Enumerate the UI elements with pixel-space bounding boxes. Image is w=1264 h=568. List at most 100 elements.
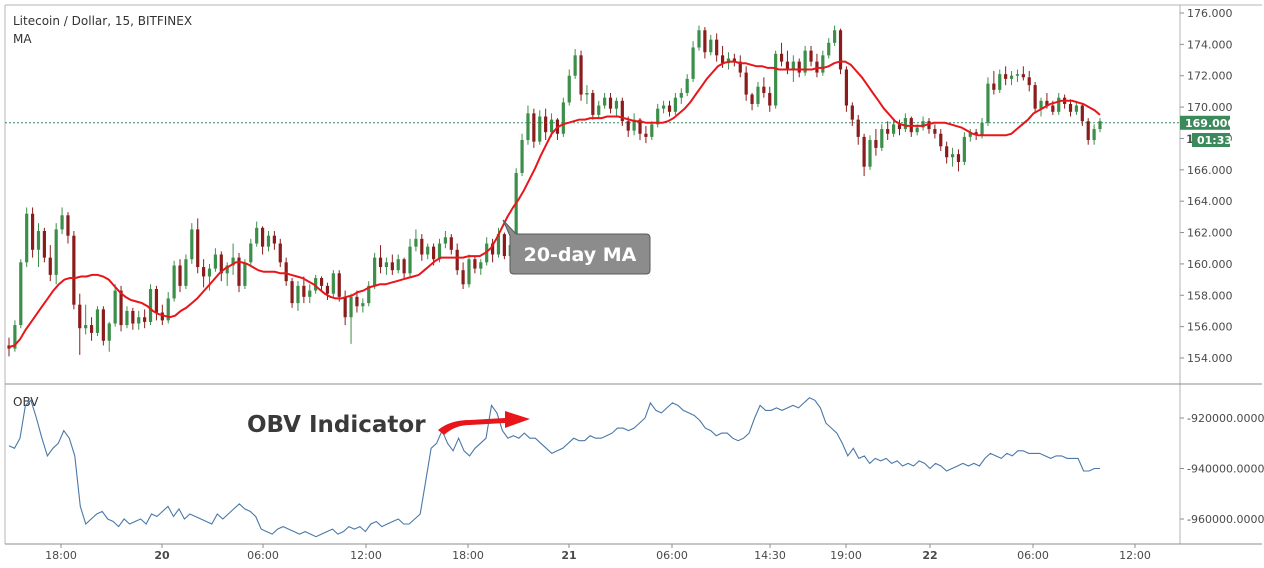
candle-body xyxy=(768,92,772,106)
candle-body xyxy=(101,309,105,341)
obv-axis: -920000.0000 -940000.0000 -960000.0000 xyxy=(1180,412,1264,526)
candle xyxy=(827,38,831,59)
candle-body xyxy=(827,42,831,56)
candle-body xyxy=(426,246,430,255)
candle-body xyxy=(744,72,748,95)
candle xyxy=(449,234,453,255)
candle-body xyxy=(774,53,778,106)
candle-body xyxy=(579,55,583,95)
candle xyxy=(290,278,294,308)
candle xyxy=(355,290,359,313)
candle-body xyxy=(272,235,276,244)
price-tick-label: 174.000 xyxy=(1187,38,1233,51)
candle xyxy=(697,25,701,51)
candle-body xyxy=(1074,105,1079,112)
indicator-label-ma: MA xyxy=(13,32,32,46)
candle xyxy=(284,257,288,286)
candle xyxy=(732,53,736,67)
candle-body xyxy=(390,262,394,271)
candle-body xyxy=(78,304,82,329)
candle xyxy=(1068,99,1073,117)
candle-body xyxy=(838,30,843,70)
candle xyxy=(579,50,583,101)
candle xyxy=(48,245,52,282)
candle-body xyxy=(314,278,318,291)
candle-body xyxy=(449,237,453,250)
candle-body xyxy=(343,296,347,318)
candle-body xyxy=(325,285,330,294)
price-tick-label: 166.000 xyxy=(1187,164,1233,177)
candle xyxy=(608,92,613,114)
candle-body xyxy=(95,309,100,333)
candle-body xyxy=(880,129,884,148)
candle-body xyxy=(137,317,141,324)
candle xyxy=(137,310,141,330)
price-pane[interactable]: 176.000174.000172.000170.000168.000166.0… xyxy=(5,7,1235,365)
candle-body xyxy=(585,92,589,95)
time-axis: 18:00 20 06:00 12:00 18:00 21 06:00 14:30 19:00 2… xyxy=(45,544,1151,562)
candle-body xyxy=(750,94,754,104)
candle xyxy=(703,27,707,59)
candle xyxy=(950,147,955,167)
candle xyxy=(30,207,35,258)
price-tick-label: 164.000 xyxy=(1187,195,1233,208)
candle xyxy=(148,284,153,326)
candle-body xyxy=(302,285,306,297)
time-tick-label: 19:00 xyxy=(830,549,862,562)
candle xyxy=(443,230,447,249)
candle xyxy=(373,252,377,289)
candle-body xyxy=(897,124,902,130)
candle-body xyxy=(1080,105,1084,122)
candle-body xyxy=(60,215,64,230)
candle xyxy=(213,248,218,272)
countdown-text: 01:33 xyxy=(1197,134,1232,147)
candle xyxy=(844,66,849,112)
candle xyxy=(1086,118,1090,145)
candle xyxy=(597,100,601,119)
candle xyxy=(715,33,719,62)
candle xyxy=(7,337,11,357)
candle xyxy=(408,238,412,279)
candle-body xyxy=(331,273,335,294)
candle xyxy=(868,135,872,170)
candle-body xyxy=(992,83,996,90)
candle-body xyxy=(697,30,701,48)
candle-body xyxy=(720,55,725,64)
candle xyxy=(1039,97,1043,117)
candle xyxy=(60,207,64,235)
candle-body xyxy=(384,262,389,268)
candle-body xyxy=(803,50,807,73)
candle-body xyxy=(278,243,282,263)
candle-body xyxy=(779,53,784,62)
candle-body xyxy=(266,235,271,247)
candle xyxy=(54,223,58,285)
candle-body xyxy=(1004,74,1008,79)
candle xyxy=(1027,71,1031,92)
candle-body xyxy=(573,55,577,76)
candle-body xyxy=(968,132,972,137)
candle-body xyxy=(19,262,23,326)
candle xyxy=(278,238,282,268)
candle xyxy=(19,259,23,329)
candle xyxy=(367,281,371,307)
candle xyxy=(36,223,41,268)
candle xyxy=(620,97,624,126)
candle-body xyxy=(373,257,377,286)
candle xyxy=(998,69,1002,93)
candle xyxy=(1004,66,1008,86)
candle xyxy=(774,50,778,109)
candle xyxy=(184,254,188,289)
candle-body xyxy=(709,39,713,53)
candle-body xyxy=(225,265,229,274)
candle xyxy=(89,317,94,341)
chart-title: Litecoin / Dollar, 15, BITFINEX xyxy=(13,14,192,28)
candle-body xyxy=(408,246,412,274)
candle-body xyxy=(791,61,795,70)
candle-body xyxy=(561,102,565,134)
obv-pane[interactable]: OBV -920000.0000 -940000.0000 -960000.0000… xyxy=(8,395,1264,538)
candle xyxy=(101,306,105,346)
candle-body xyxy=(1057,97,1061,112)
candle-body xyxy=(473,259,477,269)
candle-body xyxy=(632,119,636,131)
